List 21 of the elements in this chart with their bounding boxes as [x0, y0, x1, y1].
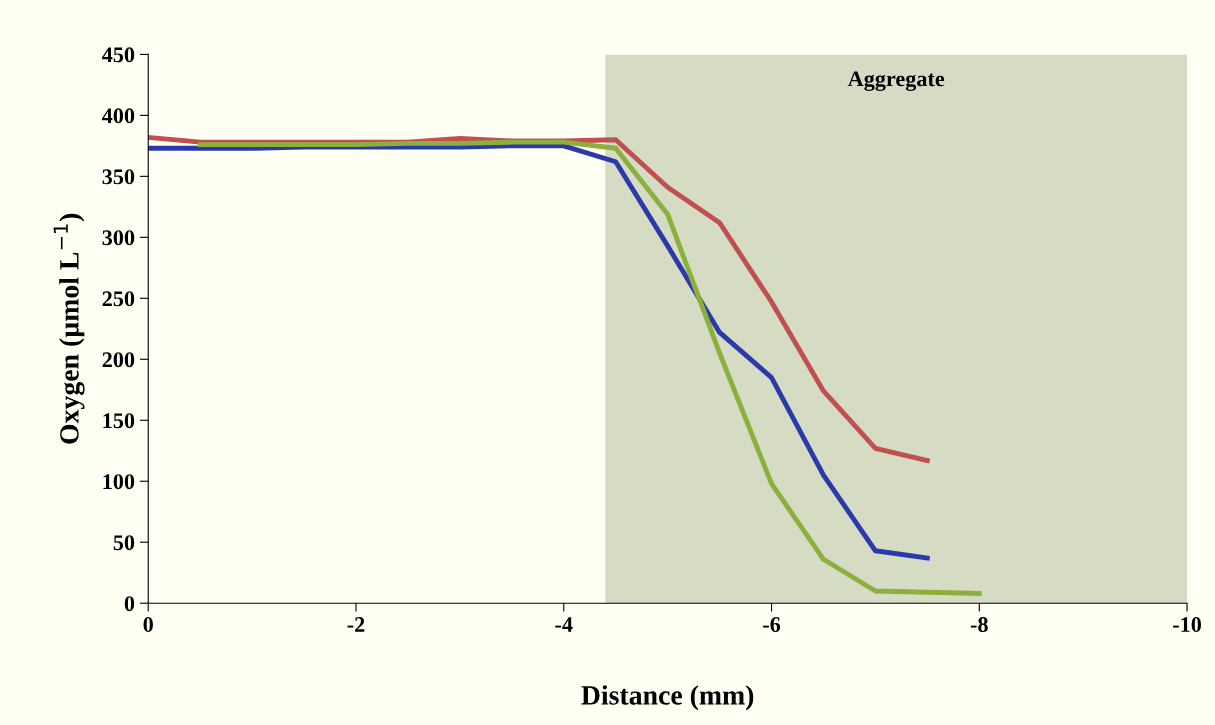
x-tick-label: -8 — [970, 617, 988, 633]
y-axis-title: Oxygen (µmol L$^{−1}$) — [53, 213, 85, 444]
x-axis-title: Distance (mm) — [581, 685, 754, 711]
y-tick-label: 0 — [124, 596, 135, 612]
y-tick-label: 350 — [102, 169, 135, 185]
y-tick-label: 100 — [103, 474, 135, 490]
x-tick-label: 0 — [143, 617, 153, 633]
y-tick-label: 400 — [102, 108, 135, 124]
x-tick-label: -4 — [555, 617, 573, 632]
y-tick-label: 300 — [102, 230, 135, 246]
x-tick-label: -10 — [1173, 617, 1202, 633]
y-tick-label: 150 — [103, 413, 135, 429]
line-series — [197, 139, 982, 596]
y-tick-label: 450 — [102, 47, 135, 63]
y-tick-label: 200 — [102, 352, 135, 368]
band-label: Aggregate — [847, 71, 945, 91]
y-tick-label: 250 — [102, 291, 135, 307]
x-tick-label: -2 — [347, 617, 365, 632]
line-series — [148, 143, 930, 561]
x-tick-label: -6 — [763, 617, 781, 633]
y-tick-label: 50 — [113, 535, 135, 551]
